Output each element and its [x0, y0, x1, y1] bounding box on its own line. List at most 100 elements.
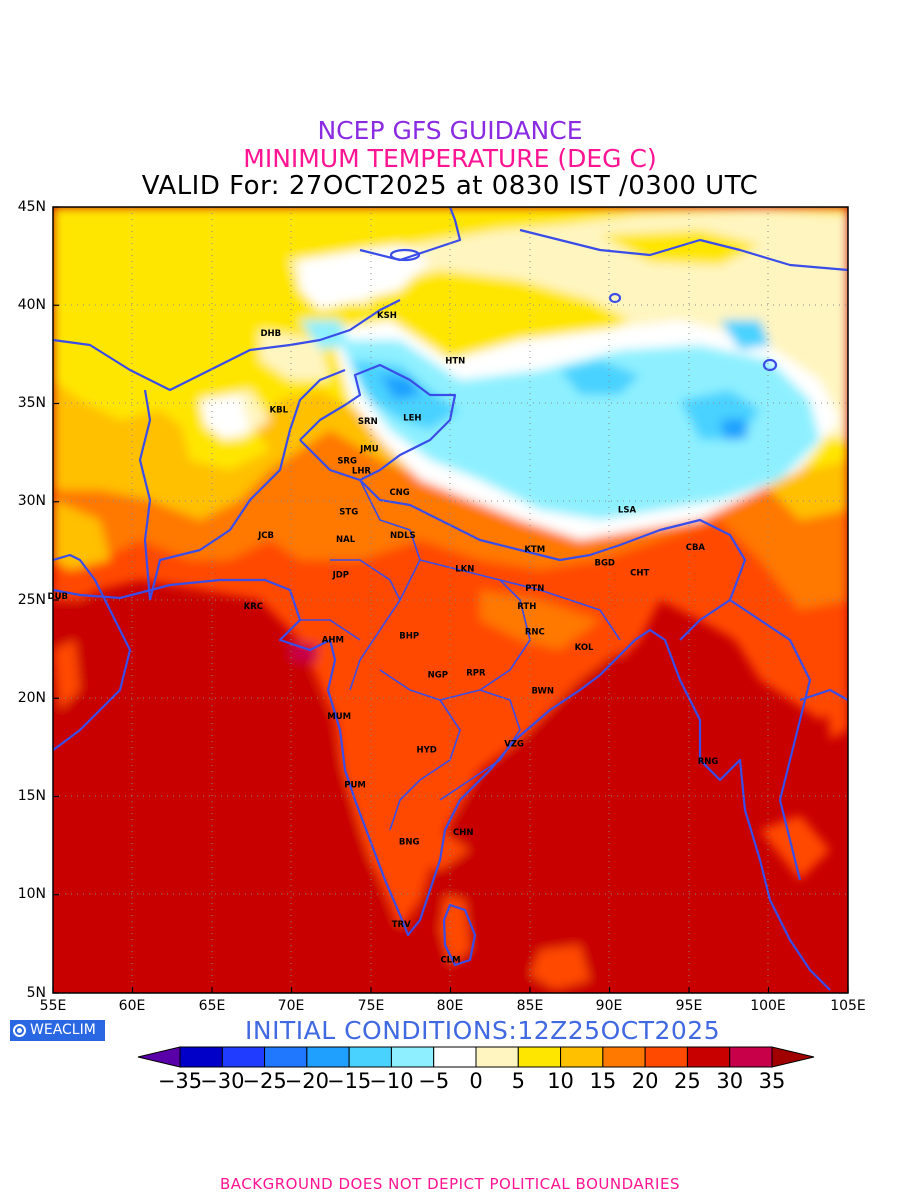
colorbar-label: 35 [758, 1069, 786, 1093]
chart-title-variable: MINIMUM TEMPERATURE (DEG C) [243, 144, 657, 173]
city-label: NAL [336, 535, 356, 545]
city-label: VZG [504, 739, 524, 749]
colorbar-label: 5 [511, 1069, 525, 1093]
city-label: BHP [399, 631, 419, 641]
coastline-pakistan-iran [53, 578, 265, 600]
coastline-bangladesh-myanmar [634, 628, 831, 991]
coastline-arabia [53, 553, 132, 751]
lake-2 [762, 358, 778, 372]
colorbar-label: 30 [716, 1069, 744, 1093]
city-label: HYD [416, 745, 436, 755]
colorbar-label: 10 [547, 1069, 574, 1093]
city-label: DHB [261, 329, 282, 339]
colorbar-cell [433, 1046, 477, 1068]
coastline-india [264, 578, 636, 937]
lat-label: 40N [17, 297, 46, 313]
lon-label: 75E [357, 998, 385, 1014]
city-label: STG [339, 508, 358, 518]
city-label: MUM [327, 712, 351, 722]
lon-label: 95E [675, 998, 703, 1014]
colorbar-label: −20 [284, 1069, 329, 1093]
lon-label: 65E [198, 998, 226, 1014]
lat-label: 10N [17, 886, 46, 902]
city-label: AHM [322, 635, 344, 645]
colorbar-label: −15 [326, 1069, 372, 1093]
city-label: KSH [377, 311, 397, 321]
temperature-field [53, 207, 848, 993]
city-label: CHN [453, 828, 473, 838]
lon-label: 85E [516, 998, 544, 1014]
lon-label: 100E [750, 998, 786, 1014]
grid-lines [53, 207, 848, 993]
lake-3 [608, 292, 622, 304]
initial-conditions: INITIAL CONDITIONS:12Z25OCT2025 [245, 1016, 721, 1045]
city-label: SRG [337, 456, 357, 466]
lon-label: 90E [595, 998, 623, 1014]
border-myanmar [729, 599, 812, 881]
colorbar-label: 0 [469, 1069, 483, 1093]
colorbar-cell [306, 1046, 350, 1068]
city-label: NDLS [390, 531, 416, 541]
colorbar-label: −10 [369, 1069, 414, 1093]
border-afpak [148, 368, 346, 601]
city-label: BWN [531, 686, 554, 696]
city-label: BNG [399, 838, 420, 848]
colorbar-label: 25 [674, 1069, 701, 1093]
city-label: KBL [270, 405, 289, 415]
border-himalaya [299, 439, 747, 641]
lon-label: 105E [830, 998, 866, 1014]
lon-label: 80E [436, 998, 464, 1014]
weaclim-logo: WEACLIM [10, 1020, 105, 1041]
colorbar-label: −30 [200, 1069, 245, 1093]
border-mongolia [519, 228, 848, 272]
lon-label: 55E [39, 998, 67, 1014]
colorbar-cell [179, 1046, 223, 1068]
colorbar-cell [221, 1046, 266, 1068]
city-label: CBA [686, 543, 706, 553]
lat-label: 35N [17, 395, 46, 411]
lat-label: 20N [17, 690, 46, 706]
city-label: JDP [332, 570, 349, 580]
colorbar-cell [475, 1046, 519, 1068]
city-label: RTH [517, 602, 536, 612]
boundary-lines [53, 207, 848, 991]
lake-1 [389, 248, 421, 262]
logo-text: WEACLIM [30, 1022, 96, 1038]
colorbar-under-triangle [137, 1046, 181, 1068]
city-label: BGD [594, 559, 615, 569]
colorbar-over-triangle [771, 1046, 815, 1068]
city-label: PTN [525, 584, 544, 594]
lon-label: 60E [118, 998, 146, 1014]
city-label: TRV [392, 920, 411, 930]
colorbar-cell [560, 1046, 604, 1068]
city-label: KTM [524, 545, 545, 555]
city-label: JCB [257, 531, 274, 541]
lat-label: 15N [17, 788, 46, 804]
colorbar-cell [390, 1046, 435, 1068]
lat-label: 30N [17, 493, 46, 509]
city-label: LEH [403, 413, 421, 423]
chart-title-valid-time: VALID For: 27OCT2025 at 0830 IST /0300 U… [141, 171, 759, 201]
colorbar-cell [264, 1046, 308, 1068]
city-label: CLM [440, 956, 460, 966]
city-label: KOL [575, 643, 594, 653]
city-label: RNC [525, 627, 545, 637]
axis-ticks [52, 206, 849, 994]
border-iran-afg [138, 389, 152, 601]
city-label: LSA [618, 506, 637, 516]
colorbar-cell [729, 1046, 773, 1068]
city-label: NGP [428, 671, 448, 681]
chart-title-agency: NCEP GFS GUIDANCE [317, 116, 583, 145]
lon-label: 70E [277, 998, 305, 1014]
colorbar-label: −35 [157, 1069, 203, 1093]
colorbar-cell [602, 1046, 646, 1068]
colorbar-label: 20 [631, 1069, 659, 1093]
colorbar-cell [686, 1046, 731, 1068]
city-label: CHT [630, 568, 649, 578]
city-label: PUM [344, 781, 366, 791]
city-label: RNG [698, 757, 719, 767]
colorbar-label: 15 [589, 1069, 617, 1093]
colorbar-cell [644, 1046, 688, 1068]
